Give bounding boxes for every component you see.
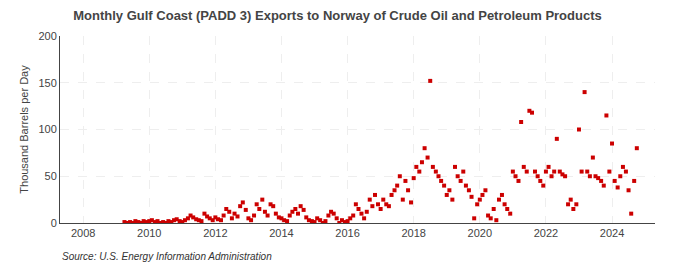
svg-text:Source: U.S. Energy Informatio: Source: U.S. Energy Information Administ… bbox=[62, 251, 272, 262]
svg-text:200: 200 bbox=[38, 30, 56, 42]
svg-text:150: 150 bbox=[38, 77, 56, 89]
svg-text:2012: 2012 bbox=[203, 227, 227, 239]
svg-text:50: 50 bbox=[45, 170, 57, 182]
svg-text:Thousand Barrels per Day: Thousand Barrels per Day bbox=[18, 65, 30, 194]
svg-text:Monthly Gulf Coast (PADD 3) Ex: Monthly Gulf Coast (PADD 3) Exports to N… bbox=[73, 8, 601, 23]
svg-text:2020: 2020 bbox=[468, 227, 492, 239]
svg-text:2022: 2022 bbox=[534, 227, 558, 239]
svg-text:2008: 2008 bbox=[71, 227, 95, 239]
svg-text:2016: 2016 bbox=[335, 227, 359, 239]
svg-text:2014: 2014 bbox=[269, 227, 293, 239]
svg-text:2024: 2024 bbox=[600, 227, 624, 239]
svg-text:2018: 2018 bbox=[401, 227, 425, 239]
svg-text:100: 100 bbox=[38, 123, 56, 135]
svg-text:2010: 2010 bbox=[137, 227, 161, 239]
svg-text:0: 0 bbox=[51, 217, 57, 229]
